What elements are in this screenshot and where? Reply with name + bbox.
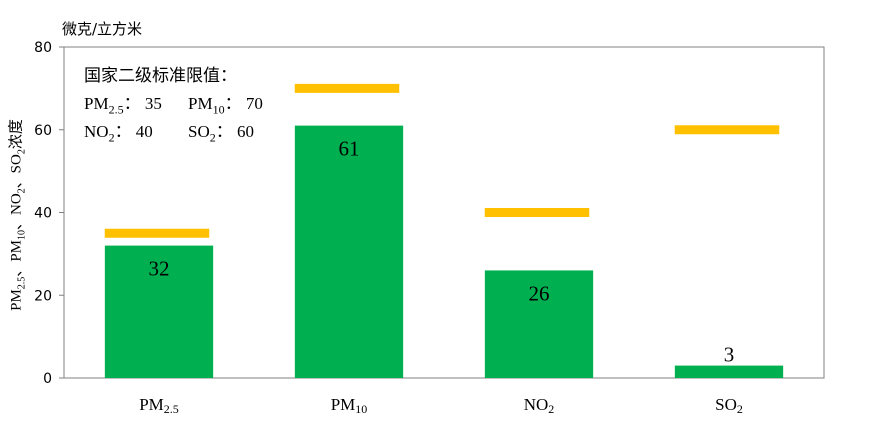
x-tick-label: PM2.5: [139, 395, 179, 416]
standards-legend-item: SO2： 60: [188, 122, 254, 145]
y-tick-label: 40: [34, 206, 52, 222]
bar: [674, 365, 784, 378]
y-axis-title: PM2.5、PM10、NO2、SO2浓度: [8, 119, 28, 311]
data-label: 26: [529, 281, 550, 305]
bars: [104, 125, 784, 378]
y-tick-label: 60: [34, 123, 52, 139]
data-label: 3: [724, 343, 735, 367]
bar: [484, 270, 594, 378]
unit-label: 微克/立方米: [62, 20, 143, 38]
y-tick-label: 80: [34, 40, 52, 56]
bar: [294, 125, 404, 378]
x-axis: PM2.5 PM10 NO2 SO2: [139, 395, 743, 416]
standards-legend-title: 国家二级标准限值：: [84, 66, 237, 86]
data-labels: 32 61 26 3: [149, 137, 735, 367]
y-tick-label: 0: [43, 371, 52, 387]
bar: [104, 245, 214, 378]
standards-legend-row: PM2.5： 35 PM10： 70: [84, 95, 292, 115]
y-tick-label: 20: [34, 288, 52, 304]
standard-lines: [104, 83, 780, 238]
standards-legend: 国家二级标准限值： PM2.5： 35 PM10： 70 NO2： 40 SO2…: [84, 68, 292, 152]
x-tick-label: PM10: [331, 395, 368, 416]
data-label: 61: [339, 137, 360, 161]
standards-legend-item: NO2： 40: [84, 122, 153, 145]
x-tick-label: NO2: [524, 395, 555, 416]
standards-legend-item: PM10： 70: [188, 94, 263, 117]
standards-legend-item: PM2.5： 35: [84, 94, 162, 117]
x-tick-label: SO2: [715, 395, 743, 416]
standards-legend-row: NO2： 40 SO2： 60: [84, 123, 292, 143]
data-label: 32: [149, 257, 170, 281]
y-axis: 0 20 40 60 80: [34, 40, 64, 387]
